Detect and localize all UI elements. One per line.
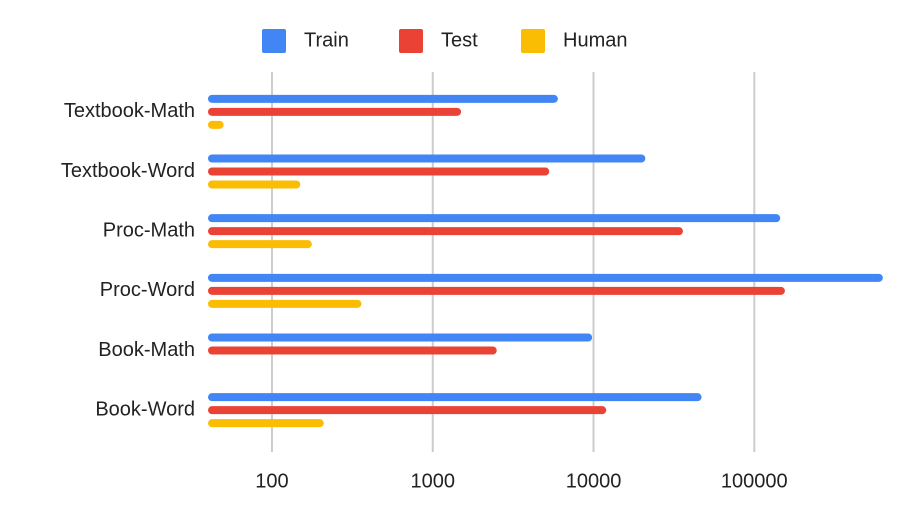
legend-swatch [521,29,545,53]
bar [208,214,781,223]
legend-label: Human [563,29,627,51]
bar [208,167,550,176]
bar [208,120,224,129]
bar [208,107,462,116]
y-tick-label: Book-Math [98,339,195,361]
bar [208,346,497,355]
bar [208,286,785,295]
bar [208,227,683,236]
x-tick-label: 10000 [566,470,622,492]
bar [208,154,646,163]
bar [208,406,607,415]
bar [208,299,362,308]
x-tick-label: 100000 [721,470,788,492]
bar [208,273,883,282]
y-tick-label: Book-Word [95,398,195,420]
y-tick-label: Textbook-Word [61,160,195,182]
y-tick-label: Proc-Word [100,279,195,301]
bar [208,393,702,402]
x-tick-label: 100 [255,470,288,492]
bar [208,94,558,103]
y-tick-label: Proc-Math [103,219,195,241]
legend-swatch [399,29,423,53]
legend-label: Test [441,29,478,51]
bar [208,180,301,189]
legend-swatch [262,29,286,53]
bar [208,240,312,249]
bar [208,419,324,428]
bar [208,333,593,342]
legend-label: Train [304,29,349,51]
y-tick-label: Textbook-Math [64,100,195,122]
x-tick-label: 1000 [411,470,456,492]
